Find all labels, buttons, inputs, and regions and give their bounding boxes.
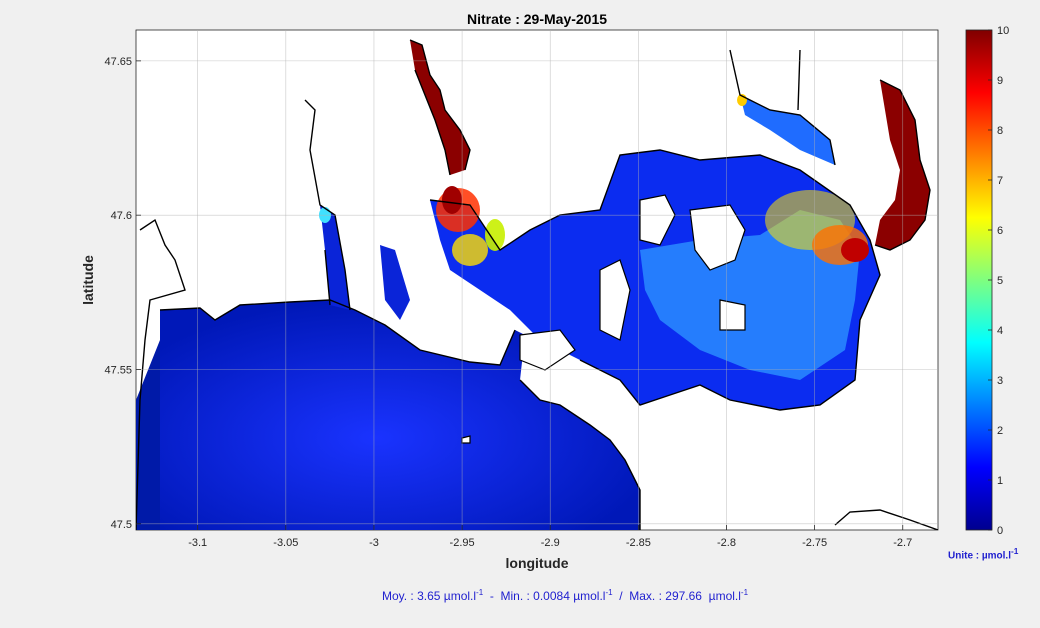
tick-labels: -3.1 -3.05 -3 -2.95 -2.9 -2.85 -2.8 -2.75 -2.7 47… [104, 56, 912, 549]
coast-southeast [834, 509, 938, 530]
hotspot-east-core [841, 238, 869, 262]
river-auray [410, 40, 470, 175]
stats-moy-unit: µmol.l [443, 589, 477, 603]
coast-river-auray [409, 39, 471, 176]
stats-max-unit: µmol.l [708, 589, 741, 603]
x-tick-label: -2.9 [541, 537, 560, 549]
colorbar-tick-label: 4 [997, 325, 1003, 337]
x-tick-label: -3.05 [273, 537, 298, 549]
island-4 [719, 299, 746, 331]
coast-north-inlet [729, 49, 836, 166]
coast-gulf [429, 149, 881, 411]
stats-min-exp: -1 [605, 588, 613, 597]
island-5 [519, 329, 576, 371]
stats-line: Moy. : 3.65 µmol.l-1 - Min. : 0.0084 µmo… [381, 588, 749, 603]
hotspot-river [485, 219, 505, 251]
x-tick-label: -3.1 [188, 537, 207, 549]
hotspot-west-core [442, 186, 462, 214]
colorbar-tick-label: 5 [997, 275, 1003, 287]
stats-max-value: 297.66 [665, 589, 702, 603]
stats-min-unit: µmol.l [573, 589, 606, 603]
coast-bay [159, 299, 641, 530]
x-axis-label: longitude [506, 555, 569, 571]
y-tick-label: 47.65 [104, 56, 132, 68]
chart-title: Nitrate : 29-May-2015 [467, 11, 607, 27]
east-field [640, 210, 860, 380]
island-2 [689, 204, 746, 271]
x-tick-label: -2.7 [893, 537, 912, 549]
island-1 [639, 194, 676, 246]
colorbar-tick-label: 10 [997, 25, 1009, 37]
colorbar-tick-label: 7 [997, 175, 1003, 187]
coast-east [874, 79, 931, 251]
colorbar-tick-label: 0 [997, 525, 1003, 537]
colorbar-tick-label: 6 [997, 225, 1003, 237]
unit-text: Unite : µmol.l [948, 550, 1011, 562]
x-tick-label: -3 [369, 537, 379, 549]
stats-moy-label: Moy. : [381, 589, 418, 603]
x-tick-label: -2.95 [450, 537, 475, 549]
stats-min-value: 0.0084 [533, 589, 570, 603]
colorbar-tick-label: 2 [997, 425, 1003, 437]
island-3 [599, 259, 631, 341]
y-tick-label: 47.6 [111, 210, 132, 222]
coast-west-shore [136, 218, 186, 530]
grid [136, 30, 938, 530]
x-tick-label: -2.8 [717, 537, 736, 549]
coastline [136, 39, 938, 530]
x-tick-label: -2.85 [626, 537, 651, 549]
stats-moy-value: 3.65 [417, 589, 441, 603]
stats-max-exp: -1 [740, 588, 749, 597]
y-tick-label: 47.55 [104, 365, 132, 377]
stats-max-label: Max. : [629, 589, 666, 603]
colorbar-tick-label: 3 [997, 375, 1003, 387]
colorbar-ticks: 0 1 2 3 4 5 6 7 8 9 10 [988, 25, 1009, 537]
concentration-field [136, 40, 930, 530]
colorbar-tick-label: 8 [997, 125, 1003, 137]
coast-west-channel [304, 99, 351, 311]
unit-label: Unite : µmol.l-1 [948, 546, 1018, 561]
channel-mid [380, 245, 410, 320]
colorbar-tick-label: 1 [997, 475, 1003, 487]
unit-exponent: -1 [1010, 546, 1019, 556]
y-axis-label: latitude [80, 255, 96, 305]
stats-min-label: Min. : [500, 589, 534, 603]
x-tick-label: -2.75 [802, 537, 827, 549]
channel-west [320, 205, 350, 310]
colorbar [965, 29, 993, 531]
stats-moy-exp: -1 [476, 588, 484, 597]
y-tick-label: 47.5 [111, 519, 132, 531]
bay-water-west [136, 340, 160, 530]
colorbar-tick-label: 9 [997, 75, 1003, 87]
north-inlet [740, 95, 835, 165]
hotspot-west-mid [452, 234, 488, 266]
